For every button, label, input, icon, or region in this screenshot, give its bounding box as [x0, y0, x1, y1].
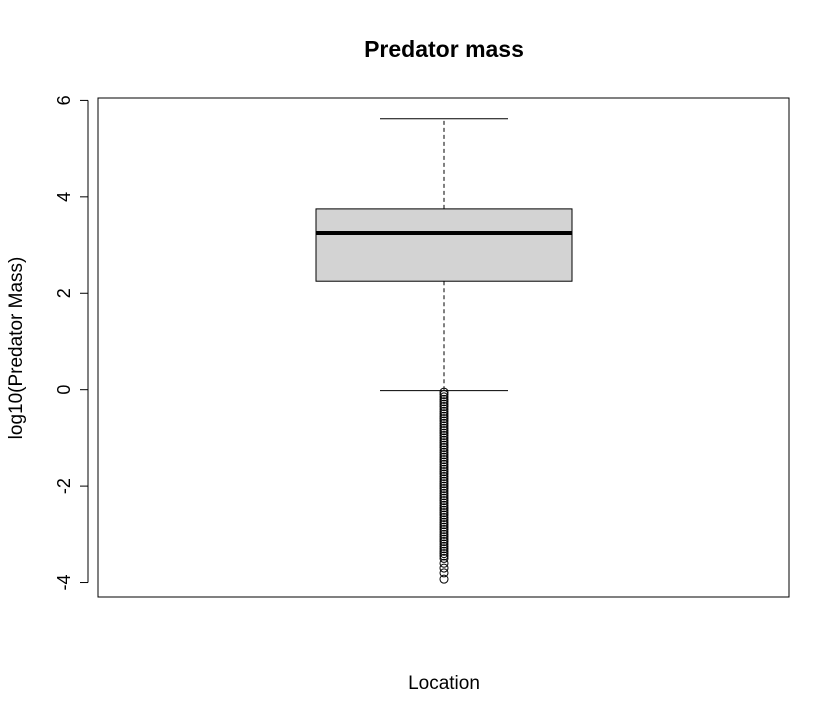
outlier-point: [439, 479, 449, 489]
outlier-point: [439, 471, 449, 481]
outlier-point: [439, 404, 449, 414]
outlier-point: [439, 505, 449, 515]
outlier-point: [439, 438, 449, 448]
outlier-point: [439, 464, 449, 474]
chart-title: Predator mass: [364, 36, 524, 62]
outlier-point: [439, 549, 449, 559]
outlier-point: [439, 462, 449, 472]
outlier-point: [439, 435, 449, 445]
outliers: [439, 387, 449, 584]
outlier-point: [439, 457, 449, 467]
outlier-point: [439, 418, 449, 428]
outlier-point: [439, 476, 449, 486]
outlier-point: [439, 488, 449, 498]
outlier-point: [439, 402, 449, 412]
outlier-point: [439, 474, 449, 484]
outlier-point: [439, 512, 449, 522]
outlier-point: [439, 503, 449, 513]
outlier-point: [439, 529, 449, 539]
outlier-point: [439, 433, 449, 443]
outlier-point: [439, 399, 449, 409]
outlier-point: [439, 467, 449, 477]
outlier-point: [439, 426, 449, 436]
box-plot: [315, 118, 573, 392]
outlier-point: [439, 450, 449, 460]
outlier-point: [439, 484, 449, 494]
outlier-point: [439, 423, 449, 433]
outlier-point: [439, 397, 449, 407]
outlier-point: [439, 534, 449, 544]
outlier-point: [439, 481, 449, 491]
outlier-point: [439, 558, 449, 568]
outlier-point: [439, 440, 449, 450]
y-axis-label: log10(Predator Mass): [6, 257, 27, 440]
outlier-point: [439, 517, 449, 527]
outlier-point: [439, 455, 449, 465]
outlier-point: [439, 406, 449, 416]
outlier-point: [439, 537, 449, 547]
plot-frame: [97, 97, 790, 598]
outlier-point: [439, 544, 449, 554]
outlier-point: [439, 390, 449, 400]
x-axis-label: Location: [408, 673, 480, 694]
outlier-point: [439, 409, 449, 419]
outlier-point: [439, 508, 449, 518]
outlier-point: [439, 443, 449, 453]
outlier-point: [439, 387, 449, 397]
outlier-point: [439, 486, 449, 496]
y-axis: -4 -2 0 2 4 6: [54, 95, 89, 591]
outlier-point: [439, 515, 449, 525]
outlier-point: [439, 469, 449, 479]
outlier-point: [439, 421, 449, 431]
outlier-point: [439, 539, 449, 549]
outlier-point: [439, 522, 449, 532]
outlier-point: [439, 411, 449, 421]
outlier-point: [439, 527, 449, 537]
outlier-point: [439, 491, 449, 501]
outlier-point: [439, 553, 449, 563]
outlier-point: [439, 532, 449, 542]
outlier-point: [439, 510, 449, 520]
outlier-point: [439, 447, 449, 457]
outlier-point: [439, 394, 449, 404]
outlier-point: [439, 459, 449, 469]
iqr-box: [315, 208, 573, 282]
outlier-point: [439, 414, 449, 424]
outlier-point: [439, 428, 449, 438]
outlier-point: [439, 416, 449, 426]
y-tick-label: -2: [54, 478, 74, 494]
outlier-point: [439, 430, 449, 440]
y-tick-label: 4: [54, 192, 74, 202]
outlier-point: [439, 546, 449, 556]
y-tick-label: 6: [54, 95, 74, 105]
outlier-point: [439, 392, 449, 402]
outlier-point: [439, 445, 449, 455]
outlier-point: [439, 452, 449, 462]
outlier-point: [439, 568, 449, 578]
y-tick-label: 2: [54, 288, 74, 298]
outlier-point: [439, 541, 449, 551]
outlier-point: [439, 525, 449, 535]
outlier-point: [439, 520, 449, 530]
outlier-point: [439, 551, 449, 561]
y-tick-label: -4: [54, 575, 74, 591]
outlier-point: [439, 563, 449, 573]
outlier-point: [439, 498, 449, 508]
outlier-point: [439, 496, 449, 506]
y-tick-label: 0: [54, 385, 74, 395]
outlier-point: [439, 574, 449, 584]
outlier-point: [439, 500, 449, 510]
outlier-point: [439, 493, 449, 503]
